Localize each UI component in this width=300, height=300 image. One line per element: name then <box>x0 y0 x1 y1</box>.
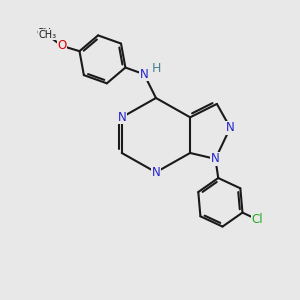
Text: N: N <box>226 121 235 134</box>
Text: N: N <box>211 152 220 165</box>
Text: N: N <box>140 68 148 81</box>
Text: H: H <box>152 62 161 75</box>
Text: CH₃: CH₃ <box>38 30 56 40</box>
Text: N: N <box>152 166 160 179</box>
Text: N: N <box>117 111 126 124</box>
Text: CH₃: CH₃ <box>36 28 55 38</box>
Text: Cl: Cl <box>251 213 263 226</box>
Text: O: O <box>57 39 67 52</box>
